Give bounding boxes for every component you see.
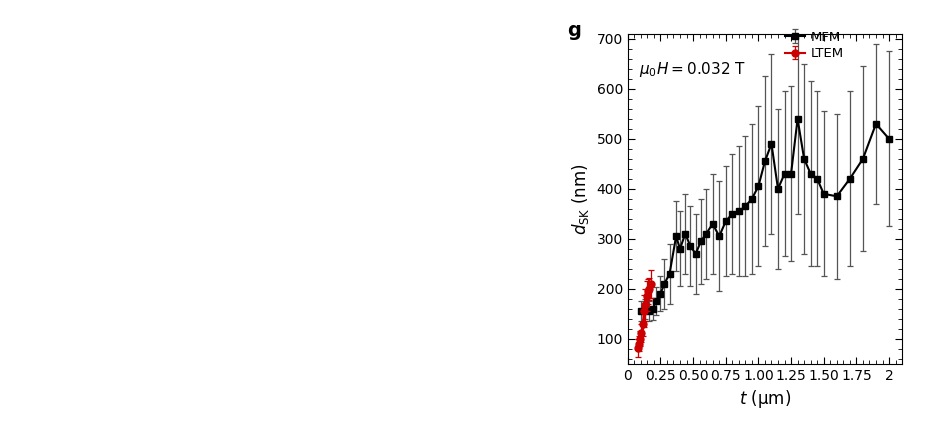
X-axis label: $\it{t}$ (μm): $\it{t}$ (μm): [738, 388, 791, 410]
Legend: MFM, LTEM: MFM, LTEM: [785, 30, 844, 60]
Y-axis label: $d_{\rm SK}$ (nm): $d_{\rm SK}$ (nm): [570, 163, 591, 235]
Text: g: g: [567, 21, 581, 40]
Text: $\mu_0 H = 0.032$ T: $\mu_0 H = 0.032$ T: [639, 60, 746, 79]
